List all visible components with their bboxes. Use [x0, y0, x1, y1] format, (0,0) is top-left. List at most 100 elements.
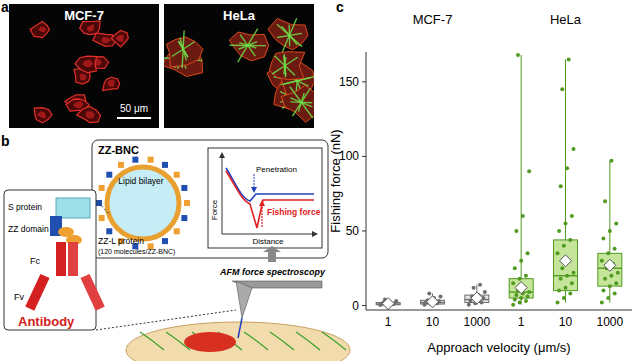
- bnc-box: [92, 140, 328, 258]
- label: Fc: [30, 256, 40, 266]
- cell: [77, 106, 101, 122]
- arrowhead: [259, 200, 265, 206]
- figure: aMCF-750 μmHeLabZZ-BNCLipid bilayerZZ-L …: [0, 0, 638, 361]
- actin-fiber: [290, 98, 312, 107]
- point: [472, 286, 476, 290]
- cell: [34, 108, 52, 123]
- cell-core: [73, 101, 84, 108]
- mean-marker: [560, 255, 572, 267]
- zz-l-protein: [132, 157, 138, 163]
- point: [603, 277, 607, 281]
- zz-l-protein: [99, 185, 105, 191]
- group-label: MCF-7: [413, 12, 453, 27]
- point: [513, 298, 517, 302]
- point: [521, 214, 525, 218]
- point: [600, 301, 604, 305]
- label: Fishing force: [267, 207, 321, 217]
- point: [511, 303, 515, 307]
- cell: [111, 31, 128, 47]
- panel-label: c: [336, 0, 344, 15]
- nucleus: [184, 332, 236, 352]
- point: [601, 289, 605, 293]
- cell-fiber: [322, 332, 346, 350]
- panel-label: a: [1, 0, 9, 15]
- point: [601, 236, 605, 240]
- point: [524, 274, 528, 278]
- x-tick-label: 10: [426, 315, 440, 329]
- y-tick-label: 0: [352, 299, 359, 313]
- arrowhead: [251, 187, 257, 193]
- point: [606, 296, 610, 300]
- panel-c: c05010015011010001101000MCF-7HeLaApproac…: [328, 0, 632, 355]
- cells: [164, 18, 314, 122]
- cell: [166, 37, 203, 67]
- actin-fiber: [230, 45, 266, 47]
- point: [526, 295, 530, 299]
- arrow: [254, 174, 255, 189]
- image-title: HeLa: [223, 8, 256, 23]
- s-protein: [56, 198, 90, 218]
- label: ZZ-L protein: [98, 236, 144, 246]
- point: [557, 289, 561, 293]
- cell-core: [37, 112, 46, 119]
- cell-core: [85, 111, 95, 119]
- zz-l-protein: [174, 228, 180, 234]
- x-axis-label: Approach velocity (μm/s): [427, 340, 570, 355]
- fc: [56, 242, 66, 276]
- inset-arrow: [219, 152, 225, 158]
- cell-fiber: [270, 332, 294, 350]
- point: [614, 222, 618, 226]
- inset-axis: [222, 234, 314, 235]
- scale-bar-label: 50 μm: [120, 103, 148, 114]
- cell: [269, 52, 304, 80]
- box: [598, 253, 622, 286]
- zz-l-protein: [162, 238, 168, 244]
- point: [518, 301, 522, 305]
- point: [613, 292, 617, 296]
- tip: [236, 281, 252, 318]
- y-axis: [366, 52, 367, 310]
- label: Lipid bilayer: [118, 176, 164, 186]
- point: [565, 166, 569, 170]
- x-tick-label: 1: [518, 315, 525, 329]
- cell: [126, 322, 350, 361]
- cell-fiber: [244, 332, 268, 350]
- point: [564, 286, 568, 290]
- zz-l-protein: [181, 215, 187, 221]
- cell-core: [101, 37, 112, 44]
- cell: [268, 19, 308, 50]
- point: [519, 296, 523, 300]
- group-label: HeLa: [550, 12, 582, 27]
- mean-marker: [427, 296, 439, 308]
- point: [519, 259, 523, 263]
- label: (120 molecules/ZZ-BNC): [98, 248, 175, 256]
- mean-marker: [382, 298, 394, 310]
- point: [600, 259, 604, 263]
- point: [527, 169, 531, 173]
- inset-arrow: [312, 231, 318, 237]
- probe: [238, 318, 242, 338]
- actin-fiber: [277, 33, 302, 37]
- point: [564, 222, 568, 226]
- cell-core: [80, 73, 87, 80]
- point: [513, 266, 517, 270]
- mean-marker: [471, 292, 483, 304]
- zz-l-protein: [181, 185, 187, 191]
- cell-fiber: [140, 332, 164, 350]
- image-background: [9, 4, 159, 128]
- label: Force: [210, 199, 219, 220]
- connector: [96, 310, 236, 330]
- point: [524, 299, 528, 303]
- y-tick-label: 50: [346, 224, 360, 238]
- label: Penetration: [256, 165, 297, 174]
- y-tick: [362, 156, 366, 157]
- point: [608, 284, 612, 288]
- point: [603, 199, 607, 203]
- cell: [30, 22, 49, 38]
- point: [560, 87, 564, 91]
- cell-core: [38, 27, 46, 33]
- panel-a: aMCF-750 μmHeLa: [1, 0, 325, 128]
- whisker: [565, 59, 566, 239]
- y-tick: [362, 305, 366, 306]
- point: [516, 53, 520, 57]
